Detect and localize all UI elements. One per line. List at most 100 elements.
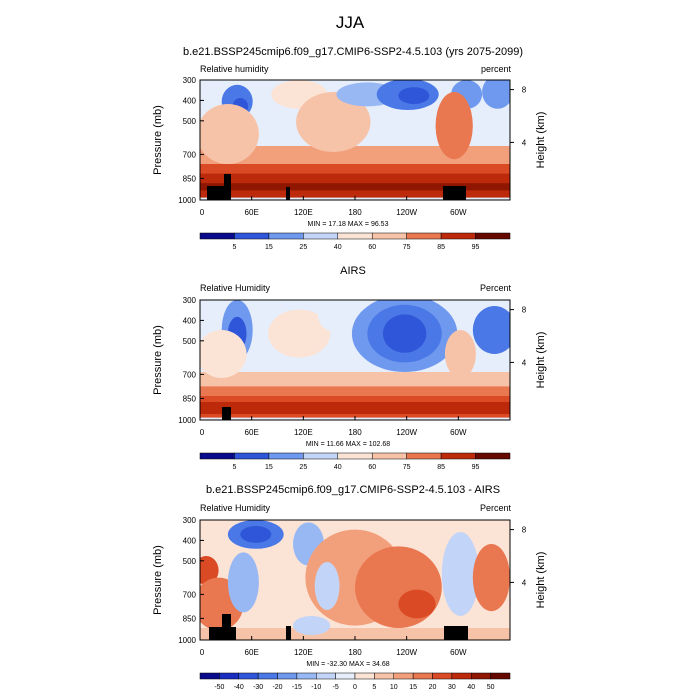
colorbar-box bbox=[451, 672, 472, 680]
panel-2-right-label: Percent bbox=[480, 283, 512, 293]
y-tick-label: 400 bbox=[183, 96, 197, 105]
colorbar-label: 85 bbox=[437, 464, 445, 471]
colorbar-label: -5 bbox=[333, 684, 339, 691]
panel-3-plot: 300 400 500 700 850 1000 8 4 0 60E 120E 180 120W 60W bbox=[178, 516, 527, 657]
colorbar-label: 60 bbox=[368, 464, 376, 471]
x-tick-label: 60E bbox=[245, 208, 259, 217]
colorbar-box bbox=[354, 672, 375, 680]
field-contour bbox=[296, 92, 371, 152]
colorbar-box bbox=[374, 672, 394, 680]
field-contour bbox=[240, 526, 272, 543]
topography-mask bbox=[222, 614, 231, 640]
panel-3-title: b.e21.BSSP245cmip6.f09_g17.CMIP6-SSP2-4.… bbox=[206, 484, 500, 496]
colorbar-label: 5 bbox=[232, 464, 236, 471]
colorbar-box bbox=[490, 672, 511, 680]
y-tick-label: 500 bbox=[183, 557, 197, 566]
colorbar-label: 30 bbox=[448, 684, 456, 691]
field-contour bbox=[472, 544, 510, 612]
panel-2-left-label: Relative Humidity bbox=[200, 283, 271, 293]
y-tick-label: 300 bbox=[183, 76, 197, 85]
y-tick-label: 850 bbox=[183, 394, 197, 403]
y-right-tick-label: 4 bbox=[522, 358, 527, 367]
field-3 bbox=[200, 520, 510, 640]
field-contour bbox=[482, 80, 510, 109]
x-tick-label: 120E bbox=[294, 648, 313, 657]
field-contour bbox=[355, 546, 442, 628]
colorbar-label: 95 bbox=[472, 464, 480, 471]
field-contour bbox=[268, 309, 331, 358]
x-tick-label: 60W bbox=[450, 648, 467, 657]
x-tick-label: 60E bbox=[245, 428, 259, 437]
y-tick-label: 850 bbox=[183, 174, 197, 183]
y-right-tick-label: 8 bbox=[522, 526, 527, 535]
panel-2-colorbar: 5 15 25 40 60 75 85 95 bbox=[199, 452, 511, 471]
colorbar-label: -50 bbox=[214, 684, 224, 691]
colorbar-box bbox=[268, 452, 304, 460]
panel-1-stats: MIN = 17.18 MAX = 96.53 bbox=[308, 221, 389, 228]
x-tick-label: 0 bbox=[200, 208, 205, 217]
colorbar-label: 40 bbox=[467, 684, 475, 691]
field-1 bbox=[200, 80, 510, 200]
x-tick-label: 120E bbox=[294, 428, 313, 437]
x-tick-label: 120E bbox=[294, 208, 313, 217]
colorbar-label: 50 bbox=[487, 684, 495, 691]
colorbar-label: 5 bbox=[232, 244, 236, 251]
field-band bbox=[200, 183, 510, 191]
y-tick-label: 700 bbox=[183, 370, 197, 379]
topography-mask bbox=[222, 407, 231, 420]
panel-1-ylabel-right: Height (km) bbox=[535, 112, 547, 169]
colorbar-box bbox=[337, 232, 373, 240]
x-tick-label: 0 bbox=[200, 428, 205, 437]
topography-mask bbox=[286, 187, 290, 200]
colorbar-label: -10 bbox=[311, 684, 321, 691]
panel-1-plot: 300 400 500 700 850 1000 8 4 0 60E 120E 180 120W 60W bbox=[178, 76, 527, 217]
figure-title: JJA bbox=[336, 13, 365, 32]
field-contour bbox=[398, 87, 430, 104]
colorbar-box bbox=[316, 672, 336, 680]
colorbar-label: 60 bbox=[368, 244, 376, 251]
panel-3-stats: MIN = -32.30 MAX = 34.68 bbox=[306, 661, 389, 668]
colorbar-box bbox=[296, 672, 317, 680]
y-tick-label: 700 bbox=[183, 150, 197, 159]
field-band bbox=[200, 628, 510, 640]
colorbar-box bbox=[475, 452, 511, 460]
panel-1-title: b.e21.BSSP245cmip6.f09_g17.CMIP6-SSP2-4.… bbox=[183, 46, 523, 58]
colorbar-box bbox=[219, 672, 239, 680]
colorbar-label: 25 bbox=[299, 244, 307, 251]
colorbar-label: -15 bbox=[292, 684, 302, 691]
colorbar-box bbox=[432, 672, 453, 680]
panel-3-left-label: Relative Humidity bbox=[200, 503, 271, 513]
colorbar-label: 40 bbox=[334, 464, 342, 471]
y-tick-label: 500 bbox=[183, 117, 197, 126]
y-right-tick-label: 4 bbox=[522, 578, 527, 587]
colorbar-box bbox=[406, 452, 442, 460]
x-tick-label: 60E bbox=[245, 648, 259, 657]
colorbar-label: -40 bbox=[234, 684, 244, 691]
y-tick-label: 850 bbox=[183, 614, 197, 623]
y-right-tick-label: 4 bbox=[522, 138, 527, 147]
colorbar-box bbox=[406, 232, 442, 240]
x-tick-label: 60W bbox=[450, 208, 467, 217]
colorbar-box bbox=[277, 672, 298, 680]
colorbar-box bbox=[303, 452, 339, 460]
panel-3: b.e21.BSSP245cmip6.f09_g17.CMIP6-SSP2-4.… bbox=[152, 484, 547, 691]
panel-3-ylabel: Pressure (mb) bbox=[152, 545, 164, 615]
y-tick-label: 300 bbox=[183, 296, 197, 305]
colorbar-box bbox=[440, 452, 476, 460]
field-contour bbox=[472, 306, 510, 354]
colorbar-label: 85 bbox=[437, 244, 445, 251]
x-tick-label: 120W bbox=[396, 428, 417, 437]
colorbar-box bbox=[199, 232, 235, 240]
field-contour bbox=[227, 552, 259, 613]
colorbar-box bbox=[412, 672, 433, 680]
colorbar-box bbox=[303, 232, 339, 240]
colorbar-box bbox=[238, 672, 259, 680]
colorbar-box bbox=[234, 452, 270, 460]
y-tick-label: 400 bbox=[183, 536, 197, 545]
x-tick-label: 180 bbox=[348, 648, 362, 657]
colorbar-box bbox=[257, 672, 278, 680]
y-right-tick-label: 8 bbox=[522, 86, 527, 95]
panel-2-title: AIRS bbox=[340, 265, 366, 277]
field-contour bbox=[293, 616, 331, 636]
x-tick-label: 180 bbox=[348, 208, 362, 217]
